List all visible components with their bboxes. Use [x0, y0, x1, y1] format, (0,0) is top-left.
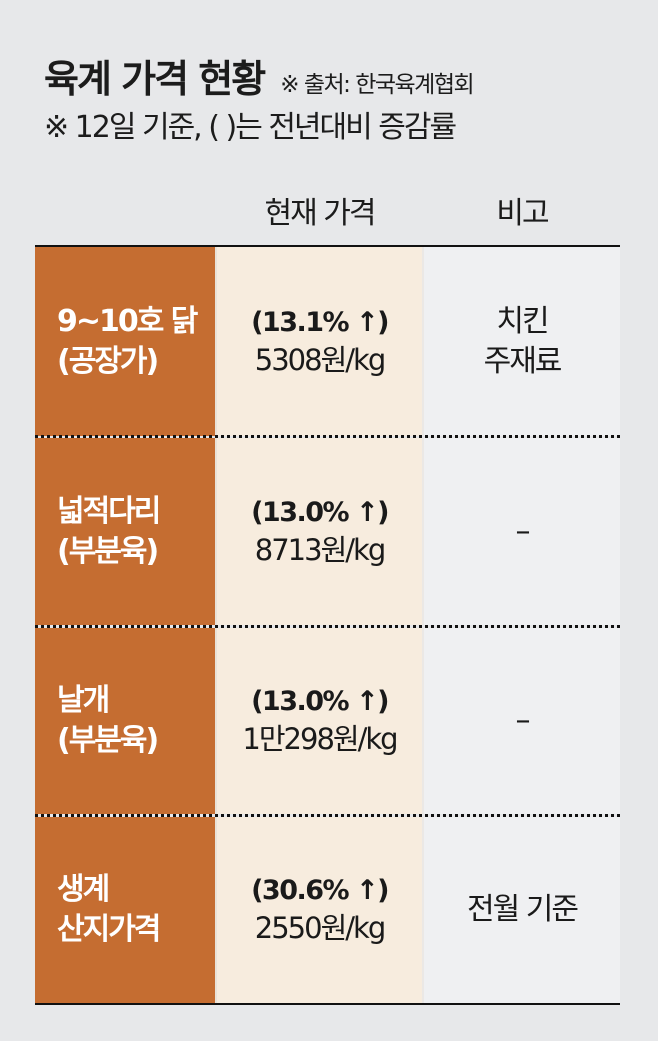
change-rate: (13.0% ↑) [251, 686, 389, 717]
basis-note: ※ 12일 기준, ( )는 전년대비 증감률 [44, 110, 457, 145]
title-row: 육계 가격 현황 ※ 출처: 한국육계협회 [44, 48, 475, 103]
remark-text: – [515, 513, 531, 549]
change-rate: (30.6% ↑) [251, 875, 389, 906]
remark-cell: – [424, 628, 620, 814]
current-price: 2550원/kg [254, 911, 386, 945]
item-cell: 날개 (부분육) [35, 628, 215, 814]
item-name: 생계 [57, 872, 110, 907]
table-row: 넓적다리 (부분육) (13.0% ↑) 8713원/kg – [35, 438, 620, 625]
price-cell: (13.0% ↑) 8713원/kg [217, 438, 422, 625]
item-name: 넓적다리 [57, 493, 161, 529]
table-row: 날개 (부분육) (13.0% ↑) 1만298원/kg – [35, 628, 620, 814]
item-subtype: (공장가) [57, 343, 159, 379]
row-separator [35, 625, 620, 628]
remark-text-line2: 주재료 [483, 343, 563, 379]
current-price: 5308원/kg [254, 342, 386, 377]
change-rate: (13.0% ↑) [251, 496, 389, 528]
remark-text: 치킨 [496, 303, 549, 339]
row-separator [35, 435, 620, 438]
remark-cell: 치킨 주재료 [424, 247, 620, 436]
row-separator [35, 814, 620, 817]
column-header-remark: 비고 [496, 196, 549, 231]
remark-text: – [515, 703, 531, 738]
table-bottom-rule [35, 1003, 620, 1005]
item-name: 9~10호 닭 [57, 303, 198, 339]
price-cell: (13.1% ↑) 5308원/kg [217, 247, 422, 436]
item-cell: 넓적다리 (부분육) [35, 438, 215, 625]
price-table: 9~10호 닭 (공장가) (13.1% ↑) 5308원/kg 치킨 주재료 … [35, 247, 620, 1003]
table-row: 9~10호 닭 (공장가) (13.1% ↑) 5308원/kg 치킨 주재료 [35, 247, 620, 436]
price-cell: (13.0% ↑) 1만298원/kg [217, 628, 422, 814]
table-row: 생계 산지가격 (30.6% ↑) 2550원/kg 전월 기준 [35, 817, 620, 1003]
current-price: 1만298원/kg [242, 722, 398, 756]
item-subtype: 산지가격 [57, 912, 161, 947]
table-top-rule [35, 245, 620, 247]
item-subtype: (부분육) [57, 723, 159, 758]
page-title: 육계 가격 현황 [44, 57, 266, 101]
item-cell: 9~10호 닭 (공장가) [35, 247, 215, 436]
item-subtype: (부분육) [57, 533, 159, 569]
column-header-current-price: 현재 가격 [264, 196, 377, 231]
item-cell: 생계 산지가격 [35, 817, 215, 1003]
change-rate: (13.1% ↑) [251, 306, 389, 338]
remark-cell: – [424, 438, 620, 625]
remark-cell: 전월 기준 [424, 817, 620, 1003]
item-name: 날개 [57, 683, 110, 718]
remark-text: 전월 기준 [467, 892, 579, 927]
price-cell: (30.6% ↑) 2550원/kg [217, 817, 422, 1003]
current-price: 8713원/kg [254, 532, 386, 567]
source-note: ※ 출처: 한국육계협회 [280, 72, 474, 98]
